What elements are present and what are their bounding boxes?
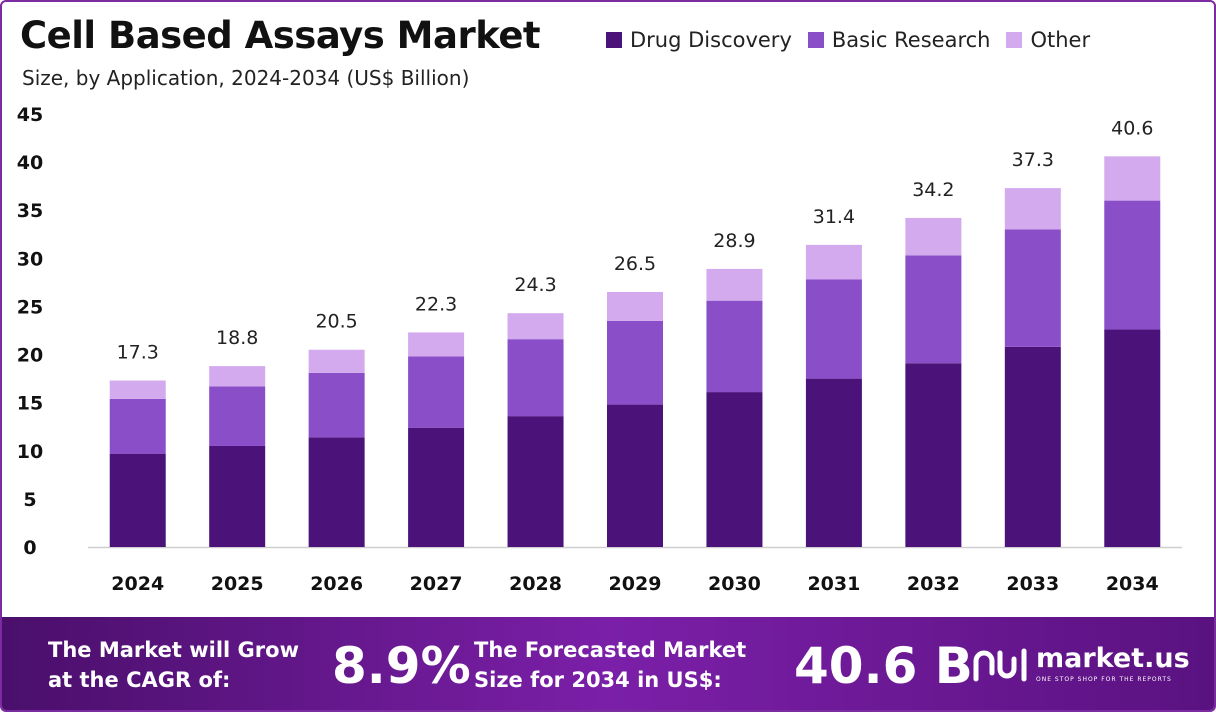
total-label: 26.5 xyxy=(614,253,656,275)
legend-swatch-other xyxy=(1006,32,1023,48)
cagr-value: 8.9% xyxy=(332,637,471,695)
bar-other xyxy=(507,313,564,340)
forecast-label-line1: The Forecasted Market xyxy=(474,638,747,662)
bar-drug-discovery xyxy=(109,453,166,547)
bar-other xyxy=(607,292,663,321)
total-label: 22.3 xyxy=(415,293,457,315)
total-label: 17.3 xyxy=(117,342,159,364)
total-label: 28.9 xyxy=(713,230,755,252)
bar-other xyxy=(1104,156,1161,201)
x-tick-label: 2034 xyxy=(1106,573,1159,595)
x-tick-label: 2032 xyxy=(907,573,960,595)
total-label: 18.8 xyxy=(216,327,258,349)
y-tick-label: 25 xyxy=(17,296,43,318)
x-tick-label: 2031 xyxy=(807,573,860,595)
forecast-label-line2: Size for 2034 in US$: xyxy=(474,668,722,692)
y-tick-label: 10 xyxy=(17,441,43,463)
forecast-value: 40.6 B xyxy=(794,637,973,695)
legend-swatch-drug-discovery xyxy=(606,32,622,48)
bar-basic-research xyxy=(1104,200,1161,330)
bar-drug-discovery xyxy=(408,427,465,547)
x-tick-label: 2026 xyxy=(310,573,363,595)
x-tick-label: 2033 xyxy=(1006,573,1059,595)
brand-logo: market.us ONE STOP SHOP FOR THE REPORTS xyxy=(972,643,1192,693)
brand-name: market.us xyxy=(1036,643,1190,674)
cagr-label-line2: at the CAGR of: xyxy=(48,668,231,692)
bar-basic-research xyxy=(1004,229,1061,347)
bar-basic-research xyxy=(607,320,663,405)
chart-subtitle: Size, by Application, 2024-2034 (US$ Bil… xyxy=(22,66,470,90)
x-tick-label: 2030 xyxy=(708,573,761,595)
legend-item-other: Other xyxy=(1006,28,1090,52)
bar-drug-discovery xyxy=(507,416,564,547)
bar-basic-research xyxy=(706,300,763,393)
market-us-logo-icon xyxy=(973,648,1027,682)
y-tick-label: 15 xyxy=(17,393,43,415)
legend-swatch-basic-research xyxy=(807,32,824,48)
y-tick-label: 5 xyxy=(23,489,36,511)
bar-basic-research xyxy=(408,356,465,428)
chart-title: Cell Based Assays Market xyxy=(20,14,541,57)
total-label: 20.5 xyxy=(315,311,357,333)
x-tick-label: 2027 xyxy=(410,573,463,595)
y-tick-label: 20 xyxy=(17,345,43,367)
x-tick-label: 2028 xyxy=(509,573,562,595)
legend-label-basic-research: Basic Research xyxy=(831,28,991,52)
bar-other xyxy=(805,244,862,280)
bar-basic-research xyxy=(905,255,962,364)
bar-drug-discovery xyxy=(308,437,365,547)
bar-chart: 05101520253035404517.3202418.8202520.520… xyxy=(17,104,1182,595)
cagr-label: The Market will Grow at the CAGR of: xyxy=(48,635,299,695)
bar-other xyxy=(706,268,763,301)
brand-tagline: ONE STOP SHOP FOR THE REPORTS xyxy=(1036,676,1172,683)
bar-basic-research xyxy=(209,386,266,446)
legend: Drug Discovery Basic Research Other xyxy=(606,26,1090,54)
y-tick-label: 35 xyxy=(17,200,43,222)
y-tick-label: 45 xyxy=(17,104,43,126)
bar-other xyxy=(209,366,266,387)
bar-drug-discovery xyxy=(805,378,862,547)
bar-basic-research xyxy=(109,398,166,454)
cagr-label-line1: The Market will Grow xyxy=(48,638,299,662)
y-tick-label: 30 xyxy=(17,248,43,270)
bar-basic-research xyxy=(308,372,365,438)
bar-drug-discovery xyxy=(607,404,663,547)
bar-basic-research xyxy=(805,279,862,379)
bar-other xyxy=(408,332,465,357)
total-label: 24.3 xyxy=(514,274,556,296)
legend-label-other: Other xyxy=(1030,28,1091,52)
y-tick-label: 40 xyxy=(17,152,43,174)
bar-other xyxy=(109,380,166,399)
bar-basic-research xyxy=(507,339,564,417)
total-label: 37.3 xyxy=(1012,149,1054,171)
y-tick-label: 0 xyxy=(23,537,36,559)
total-label: 40.6 xyxy=(1111,117,1153,139)
bar-drug-discovery xyxy=(706,392,763,547)
legend-item-basic-research: Basic Research xyxy=(807,28,991,52)
total-label: 31.4 xyxy=(813,206,855,228)
total-label: 34.2 xyxy=(912,179,954,201)
bar-other xyxy=(308,349,365,373)
bar-other xyxy=(1004,188,1061,230)
x-tick-label: 2024 xyxy=(111,573,164,595)
legend-item-drug-discovery: Drug Discovery xyxy=(606,28,792,52)
bar-drug-discovery xyxy=(905,363,962,547)
bar-drug-discovery xyxy=(209,445,266,547)
bar-other xyxy=(905,217,962,256)
forecast-label: The Forecasted Market Size for 2034 in U… xyxy=(474,635,746,695)
bar-drug-discovery xyxy=(1004,346,1061,547)
legend-label-drug-discovery: Drug Discovery xyxy=(630,28,792,52)
x-tick-label: 2029 xyxy=(609,573,662,595)
x-tick-label: 2025 xyxy=(211,573,264,595)
footer-banner: The Market will Grow at the CAGR of: 8.9… xyxy=(2,617,1214,710)
bar-drug-discovery xyxy=(1104,329,1161,547)
